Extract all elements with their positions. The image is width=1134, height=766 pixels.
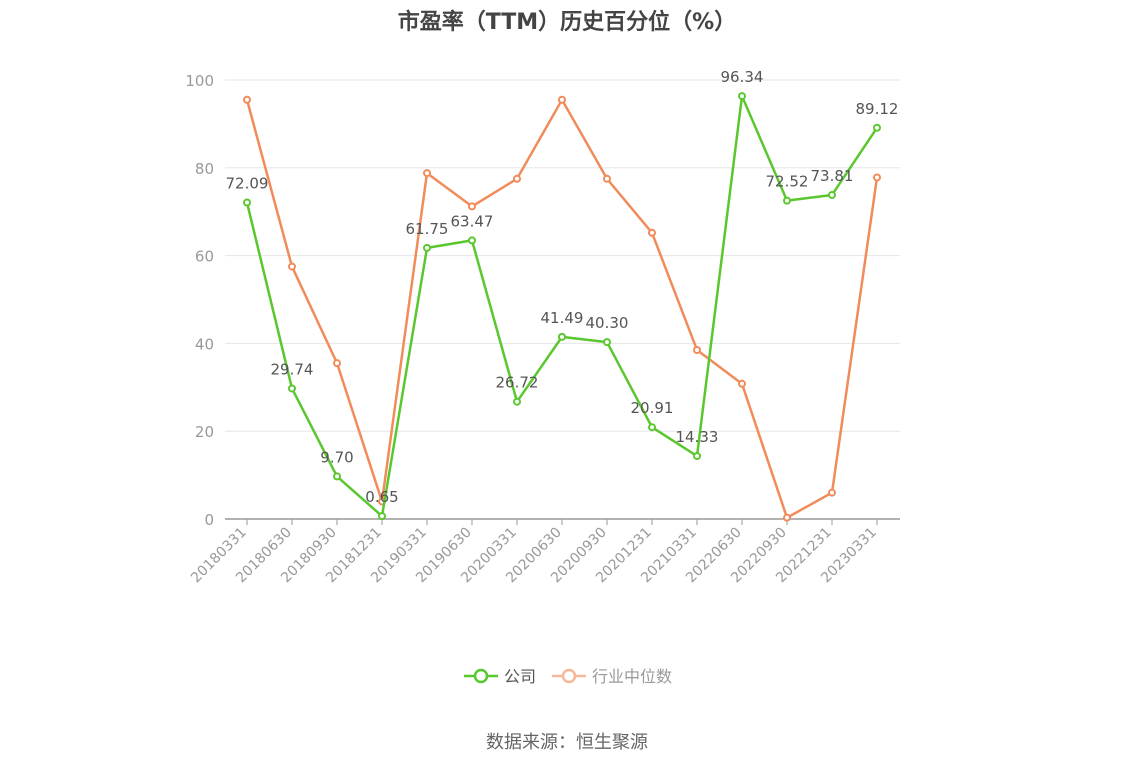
industry-data-point	[738, 379, 746, 388]
company-data-point	[648, 423, 656, 432]
company-data-label: 72.09	[226, 175, 269, 193]
company-data-label: 72.52	[766, 173, 809, 191]
industry-data-point	[648, 228, 656, 237]
company-data-label: 0.65	[365, 488, 398, 506]
company-data-label: 29.74	[271, 360, 314, 378]
legend-item-industry: 行业中位数	[552, 667, 672, 686]
company-data-label: 9.70	[320, 448, 353, 466]
company-data-label: 96.34	[721, 68, 764, 86]
company-data-point	[243, 198, 251, 207]
company-data-point	[468, 236, 476, 245]
industry-data-point	[873, 173, 881, 182]
industry-data-point	[513, 174, 521, 183]
industry-data-point	[243, 95, 251, 104]
company-data-label: 14.33	[676, 428, 719, 446]
company-data-point	[603, 338, 611, 347]
industry-data-point	[783, 513, 791, 522]
legend-label: 行业中位数	[592, 667, 672, 686]
legend-swatch-marker	[561, 668, 577, 684]
y-tick-label: 20	[195, 423, 214, 441]
y-tick-label: 0	[204, 511, 214, 529]
industry-data-point	[333, 359, 341, 368]
company-data-label: 20.91	[631, 399, 674, 417]
company-data-label: 41.49	[541, 309, 584, 327]
company-data-label: 26.72	[496, 374, 539, 392]
y-tick-label: 100	[185, 72, 214, 90]
industry-data-point	[288, 262, 296, 271]
y-tick-label: 60	[195, 248, 214, 266]
y-tick-label: 80	[195, 160, 214, 178]
industry-data-point	[423, 169, 431, 178]
industry-data-point	[558, 95, 566, 104]
company-data-point	[828, 190, 836, 199]
company-data-point	[423, 243, 431, 252]
company-data-point	[873, 123, 881, 132]
company-data-point	[513, 397, 521, 406]
industry-data-point	[693, 345, 701, 354]
industry-data-point	[468, 202, 476, 211]
legend-label: 公司	[504, 667, 536, 686]
chart-title: 市盈率（TTM）历史百分位（%）	[397, 10, 737, 35]
company-data-label: 61.75	[406, 220, 449, 238]
legend-swatch-marker	[473, 668, 489, 684]
company-data-point	[288, 384, 296, 393]
y-tick-label: 40	[195, 335, 214, 353]
company-data-label: 73.81	[811, 167, 854, 185]
company-data-point	[333, 472, 341, 481]
company-data-point	[738, 92, 746, 101]
source-note: 数据来源：恒生聚源	[486, 732, 648, 753]
industry-data-point	[603, 174, 611, 183]
company-data-label: 89.12	[856, 100, 899, 118]
legend-item-company: 公司	[464, 667, 536, 686]
company-data-point	[558, 332, 566, 341]
company-data-label: 63.47	[451, 212, 494, 230]
company-data-label: 40.30	[586, 314, 629, 332]
company-data-point	[783, 196, 791, 205]
company-data-point	[378, 512, 386, 521]
company-data-point	[693, 452, 701, 461]
industry-data-point	[828, 488, 836, 497]
